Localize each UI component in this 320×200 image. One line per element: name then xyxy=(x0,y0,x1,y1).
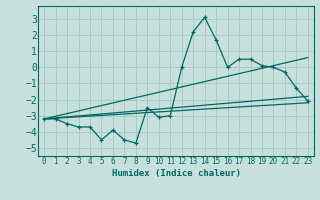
X-axis label: Humidex (Indice chaleur): Humidex (Indice chaleur) xyxy=(111,169,241,178)
